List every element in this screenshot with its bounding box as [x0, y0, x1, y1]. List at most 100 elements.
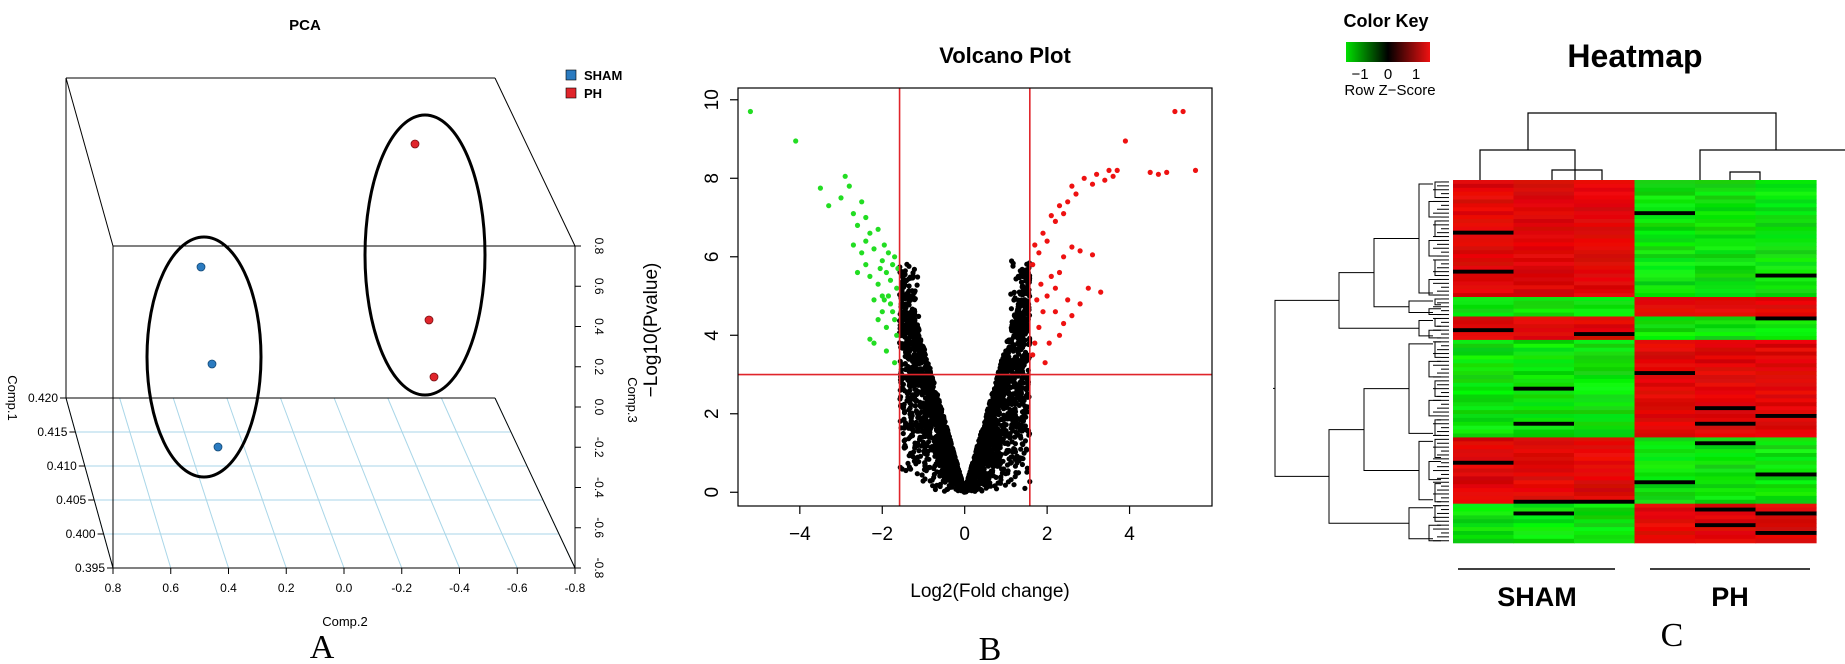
volcano-point-down [871, 340, 877, 346]
volcano-point-nonsig [933, 434, 940, 440]
heatmap-cell [1695, 308, 1757, 314]
heatmap-cell [1695, 531, 1757, 536]
heatmap-cell [1755, 293, 1817, 298]
heatmap-cell [1634, 195, 1696, 201]
heatmap-cell [1634, 472, 1696, 477]
pca-z-tick-label: 0.4 [592, 318, 606, 335]
heatmap-cell [1634, 371, 1696, 376]
heatmap-cell [1634, 289, 1696, 294]
heatmap-cell [1634, 534, 1696, 540]
row-dendrogram-branch [1428, 524, 1441, 542]
volcano-point-nonsig [905, 390, 912, 396]
volcano-point-nonsig [905, 394, 911, 400]
volcano-point-nonsig [1008, 477, 1014, 483]
heatmap-cell [1755, 226, 1817, 232]
volcano-point-nonsig [912, 455, 918, 461]
volcano-point-up [1065, 297, 1071, 303]
heatmap-cell [1513, 285, 1575, 290]
pca-y-tick-label: 0.400 [66, 527, 96, 541]
row-dendrogram-branch [1428, 279, 1441, 296]
volcano-point-nonsig [985, 417, 991, 423]
heatmap-cell [1453, 183, 1515, 189]
volcano-point-nonsig [940, 433, 947, 439]
heatmap-cell [1755, 297, 1817, 302]
volcano-point-nonsig [1002, 482, 1009, 488]
heatmap-cell [1513, 425, 1575, 431]
volcano-point-nonsig [928, 391, 934, 397]
heatmap-cell [1755, 499, 1817, 505]
heatmap-cell [1695, 488, 1757, 493]
volcano-point-nonsig [1003, 377, 1009, 383]
volcano-point-down [879, 258, 885, 264]
panel-label-b: B [979, 631, 1002, 664]
volcano-point-up [1030, 352, 1036, 358]
volcano-point-nonsig [998, 451, 1004, 457]
row-dendrogram-branch [1428, 399, 1441, 417]
volcano-point-down [892, 254, 898, 260]
heatmap-cell [1695, 499, 1757, 505]
heatmap-cell [1634, 312, 1696, 318]
volcano-point-down [894, 285, 900, 291]
heatmap-cell [1634, 441, 1696, 446]
heatmap-cell [1634, 180, 1696, 185]
volcano-point-nonsig [993, 384, 1000, 390]
heatmap-cell [1755, 371, 1817, 376]
volcano-point-up [1102, 177, 1108, 183]
volcano-point-nonsig [1011, 482, 1017, 488]
volcano-point-nonsig [997, 391, 1003, 397]
heatmap-cell [1574, 261, 1636, 267]
heatmap-cell [1574, 347, 1636, 353]
volcano-point-nonsig [992, 429, 998, 435]
volcano-point-nonsig [935, 429, 942, 436]
heatmap-cell [1695, 523, 1757, 528]
volcano-point-up [1061, 211, 1067, 217]
heatmap-cell [1755, 507, 1817, 513]
volcano-point-nonsig [981, 425, 988, 431]
heatmap-cell [1453, 328, 1515, 333]
volcano-point-nonsig [986, 474, 992, 480]
heatmap-cell [1634, 230, 1696, 236]
heatmap-cell [1513, 515, 1575, 520]
heatmap-cell [1513, 191, 1575, 197]
volcano-point-nonsig [905, 354, 911, 360]
row-dendrogram-branch [1408, 343, 1433, 434]
heatmap-cell [1453, 261, 1515, 267]
heatmap-cell [1513, 484, 1575, 489]
heatmap-cell [1453, 230, 1515, 236]
volcano-point-nonsig [1022, 308, 1028, 314]
heatmap-cell [1695, 367, 1757, 372]
heatmap-cell [1513, 261, 1575, 267]
heatmap-cell [1513, 281, 1575, 286]
pca-floor-gridline [387, 397, 460, 569]
heatmap-cell [1634, 183, 1696, 189]
volcano-point-nonsig [1024, 465, 1030, 471]
volcano-point-nonsig [919, 371, 926, 377]
heatmap-cell [1453, 320, 1515, 325]
heatmap-cell [1574, 246, 1636, 251]
heatmap-cell [1574, 324, 1636, 329]
heatmap-cell [1453, 199, 1515, 204]
heatmap-cell [1634, 222, 1696, 228]
heatmap-cell [1453, 265, 1515, 271]
volcano-point-nonsig [909, 424, 915, 430]
color-key-tick: 0 [1384, 66, 1392, 83]
row-dendrogram-branch [1418, 183, 1433, 294]
volcano-point-nonsig [925, 412, 931, 418]
heatmap-cell [1574, 219, 1636, 224]
heatmap-cell [1574, 437, 1636, 442]
heatmap-cell [1634, 538, 1696, 544]
volcano-point-nonsig [976, 438, 983, 444]
heatmap-cell [1634, 258, 1696, 263]
pca-legend: SHAM PH [565, 68, 622, 101]
heatmap-cell [1453, 492, 1515, 497]
volcano-point-nonsig [1019, 409, 1026, 415]
heatmap-cell [1574, 507, 1636, 513]
volcano-point-nonsig [919, 423, 925, 429]
volcano-point-nonsig [997, 480, 1004, 486]
pca-x-tick-label: -0.8 [565, 581, 586, 595]
heatmap-cell [1695, 250, 1757, 255]
volcano-point-nonsig [1019, 461, 1025, 468]
heatmap-cell [1755, 250, 1817, 255]
heatmap-cell [1453, 390, 1515, 396]
heatmap-cell [1634, 527, 1696, 532]
